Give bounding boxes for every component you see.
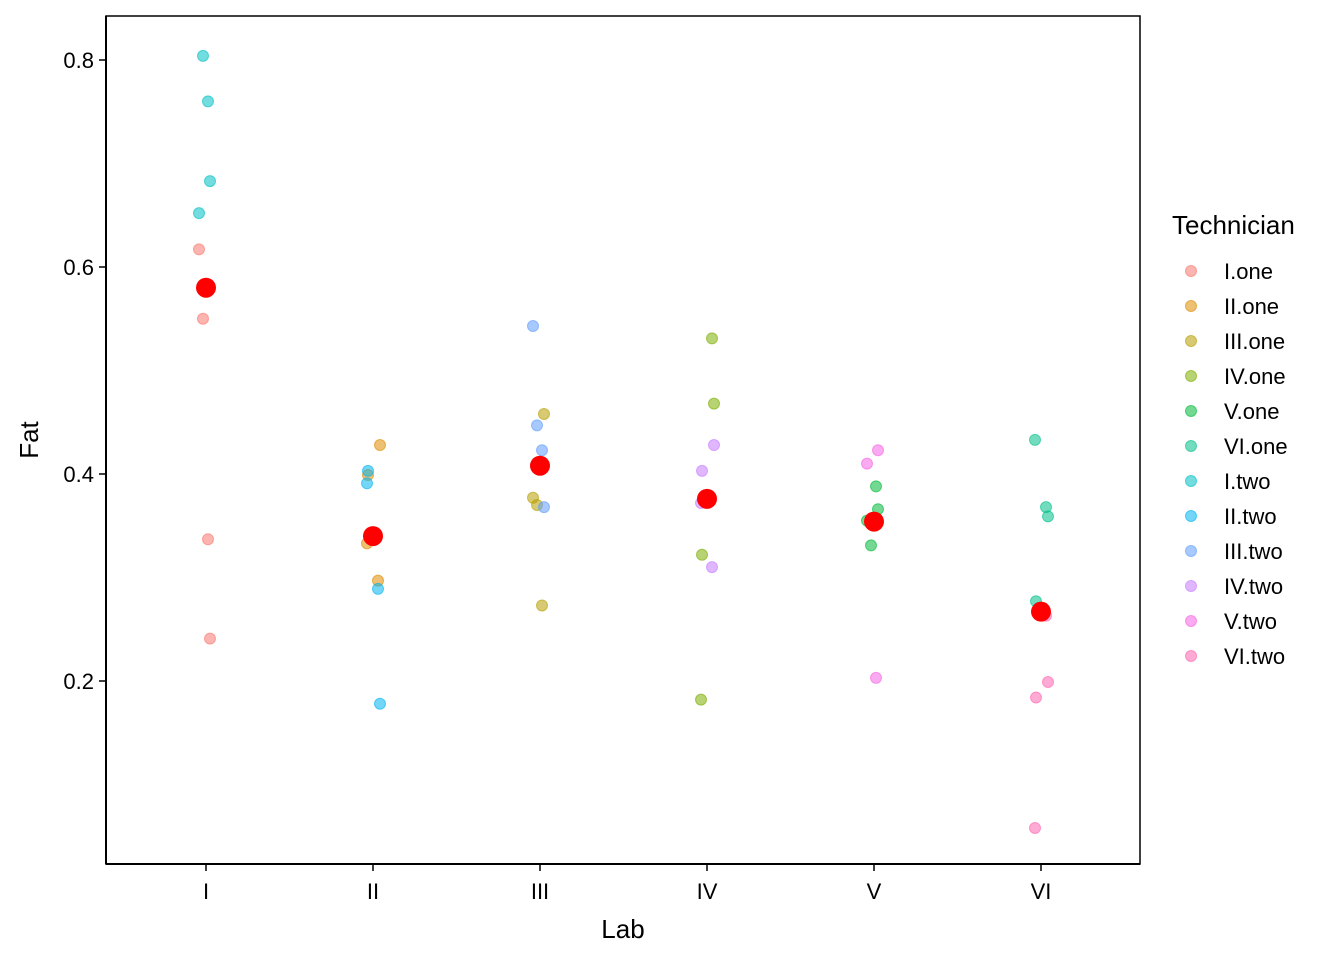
legend-key [1185,475,1197,487]
legend-key [1185,300,1197,312]
data-point [193,243,205,256]
data-point [193,207,205,220]
legend-key [1185,370,1197,382]
legend-key [1185,440,1197,452]
data-point [1042,676,1054,689]
data-point [708,439,720,452]
legend-label: IV.one [1224,364,1286,389]
legend-label: III.two [1224,539,1283,564]
data-point [197,49,209,62]
data-points [193,49,1054,834]
legend: Technician I.one II.one III.one IV.one V.one… [1172,210,1295,669]
legend-label: II.two [1224,504,1277,529]
x-axis: I II III IV V VI [106,863,1140,904]
data-point [1029,433,1041,446]
legend-key [1185,580,1197,592]
legend-label: III.one [1224,329,1285,354]
data-point [531,419,543,432]
y-tick-label: 0.8 [63,48,94,73]
legend-key [1185,650,1197,662]
mean-point [196,277,216,298]
y-tick-label: 0.6 [63,255,94,280]
legend-key [1185,510,1197,522]
data-point [202,95,214,108]
data-point [197,312,209,325]
legend-label: VI.one [1224,434,1288,459]
x-tick-label: II [367,879,379,904]
mean-point [530,455,550,476]
y-tick-label: 0.4 [63,462,94,487]
data-point [374,439,386,452]
mean-point [864,511,884,532]
mean-point [697,488,717,509]
legend-key [1185,335,1197,347]
legend-key [1185,615,1197,627]
data-point [861,457,873,470]
x-tick-label: V [867,879,882,904]
data-point [696,548,708,561]
data-point [1042,510,1054,523]
data-point [372,582,384,595]
mean-point [363,526,383,547]
legend-title: Technician [1172,210,1295,240]
data-point [872,444,884,457]
legend-key [1185,265,1197,277]
data-point [870,480,882,493]
data-point [374,697,386,710]
data-point [708,397,720,410]
data-point [202,533,214,546]
data-point [706,561,718,574]
x-tick-label: VI [1031,879,1052,904]
legend-label: VI.two [1224,644,1285,669]
y-axis-title: Fat [14,420,44,458]
legend-label: V.two [1224,609,1277,634]
data-point [361,477,373,490]
x-axis-title: Lab [601,914,644,944]
data-point [536,599,548,612]
y-axis: 0.2 0.4 0.6 0.8 [63,16,107,864]
mean-points [196,277,1051,622]
data-point [706,332,718,345]
data-point [204,632,216,645]
data-point [1030,691,1042,704]
data-point [696,464,708,477]
data-point [865,539,877,552]
mean-point [1031,601,1051,622]
x-tick-label: III [531,879,549,904]
data-point [538,501,550,514]
panel [105,15,1141,865]
data-point [870,671,882,684]
data-point [1029,821,1041,834]
data-point [538,407,550,420]
legend-key [1185,545,1197,557]
legend-label: IV.two [1224,574,1283,599]
data-point [362,464,374,477]
legend-key [1185,405,1197,417]
legend-label: II.one [1224,294,1279,319]
legend-label: I.one [1224,259,1273,284]
panel-border [105,15,1141,865]
data-point [204,175,216,188]
x-tick-label: IV [697,879,718,904]
data-point [536,444,548,457]
legend-label: I.two [1224,469,1270,494]
y-tick-label: 0.2 [63,669,94,694]
x-tick-label: I [203,879,209,904]
legend-label: V.one [1224,399,1279,424]
data-point [527,319,539,332]
data-point [695,693,707,706]
